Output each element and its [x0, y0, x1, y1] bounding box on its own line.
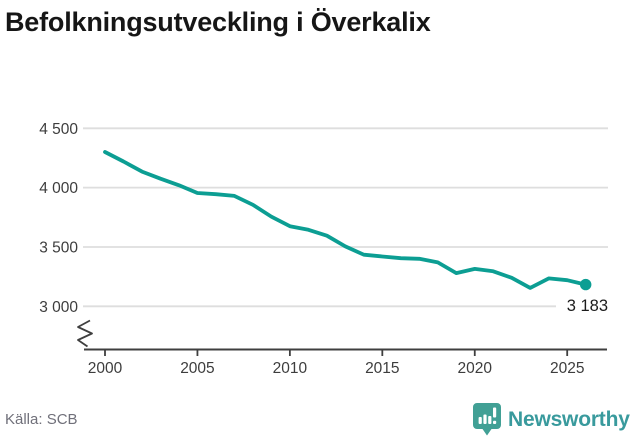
last-point-dot — [579, 278, 592, 291]
x-tick-label: 2025 — [550, 360, 584, 377]
x-tick-label: 2005 — [180, 360, 214, 377]
x-tick-label: 2010 — [273, 360, 308, 377]
annotation-backdrop — [556, 295, 610, 316]
newsworthy-wordmark: Newsworthy — [508, 407, 630, 431]
x-tick-label: 2020 — [458, 360, 493, 377]
axis-break-icon — [77, 319, 93, 348]
x-tick-label: 2000 — [88, 360, 123, 377]
mini-bar-chart-glyph — [478, 407, 497, 424]
x-tick-label: 2015 — [365, 360, 399, 377]
chart-title: Befolkningsutveckling i Överkalix — [5, 7, 431, 37]
y-tick-label: 4 500 — [39, 121, 78, 138]
y-tick-label: 3 000 — [39, 299, 78, 316]
population-line — [103, 150, 588, 290]
newsworthy-brand-link[interactable]: Newsworthy — [473, 403, 630, 436]
y-tick-label: 3 500 — [39, 239, 78, 256]
y-tick-label: 4 000 — [39, 180, 78, 197]
newsworthy-chart-bubble-icon — [473, 403, 501, 436]
last-value-label: 3 183 — [567, 297, 608, 315]
source-attribution: Källa: SCB — [5, 411, 78, 428]
